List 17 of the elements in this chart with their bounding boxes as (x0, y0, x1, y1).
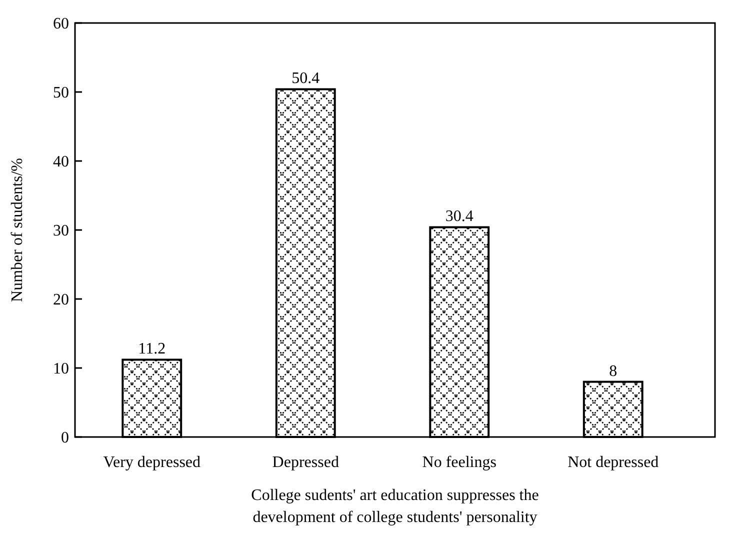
x-tick-label: Not depressed (568, 454, 659, 471)
x-tick-label: Very depressed (103, 454, 201, 471)
y-tick-label: 0 (61, 430, 69, 447)
y-axis-title: Number of students/% (9, 158, 26, 302)
data-label: 50.4 (292, 70, 320, 88)
data-label: 11.2 (138, 340, 166, 358)
x-tick-label: Depressed (272, 454, 339, 471)
y-tick-label: 60 (53, 16, 69, 33)
data-label: 8 (609, 362, 618, 380)
x-axis-title: College sudents' art education suppresses the development of college students' personality (251, 487, 539, 526)
x-tick-label: No feelings (422, 454, 496, 471)
y-tick-label: 30 (53, 222, 69, 240)
y-tick-label: 50 (53, 84, 69, 102)
y-tick-label: 40 (53, 154, 69, 171)
data-label: 30.4 (445, 208, 474, 226)
y-tick-label: 20 (53, 292, 69, 309)
y-tick-label: 10 (53, 360, 69, 378)
